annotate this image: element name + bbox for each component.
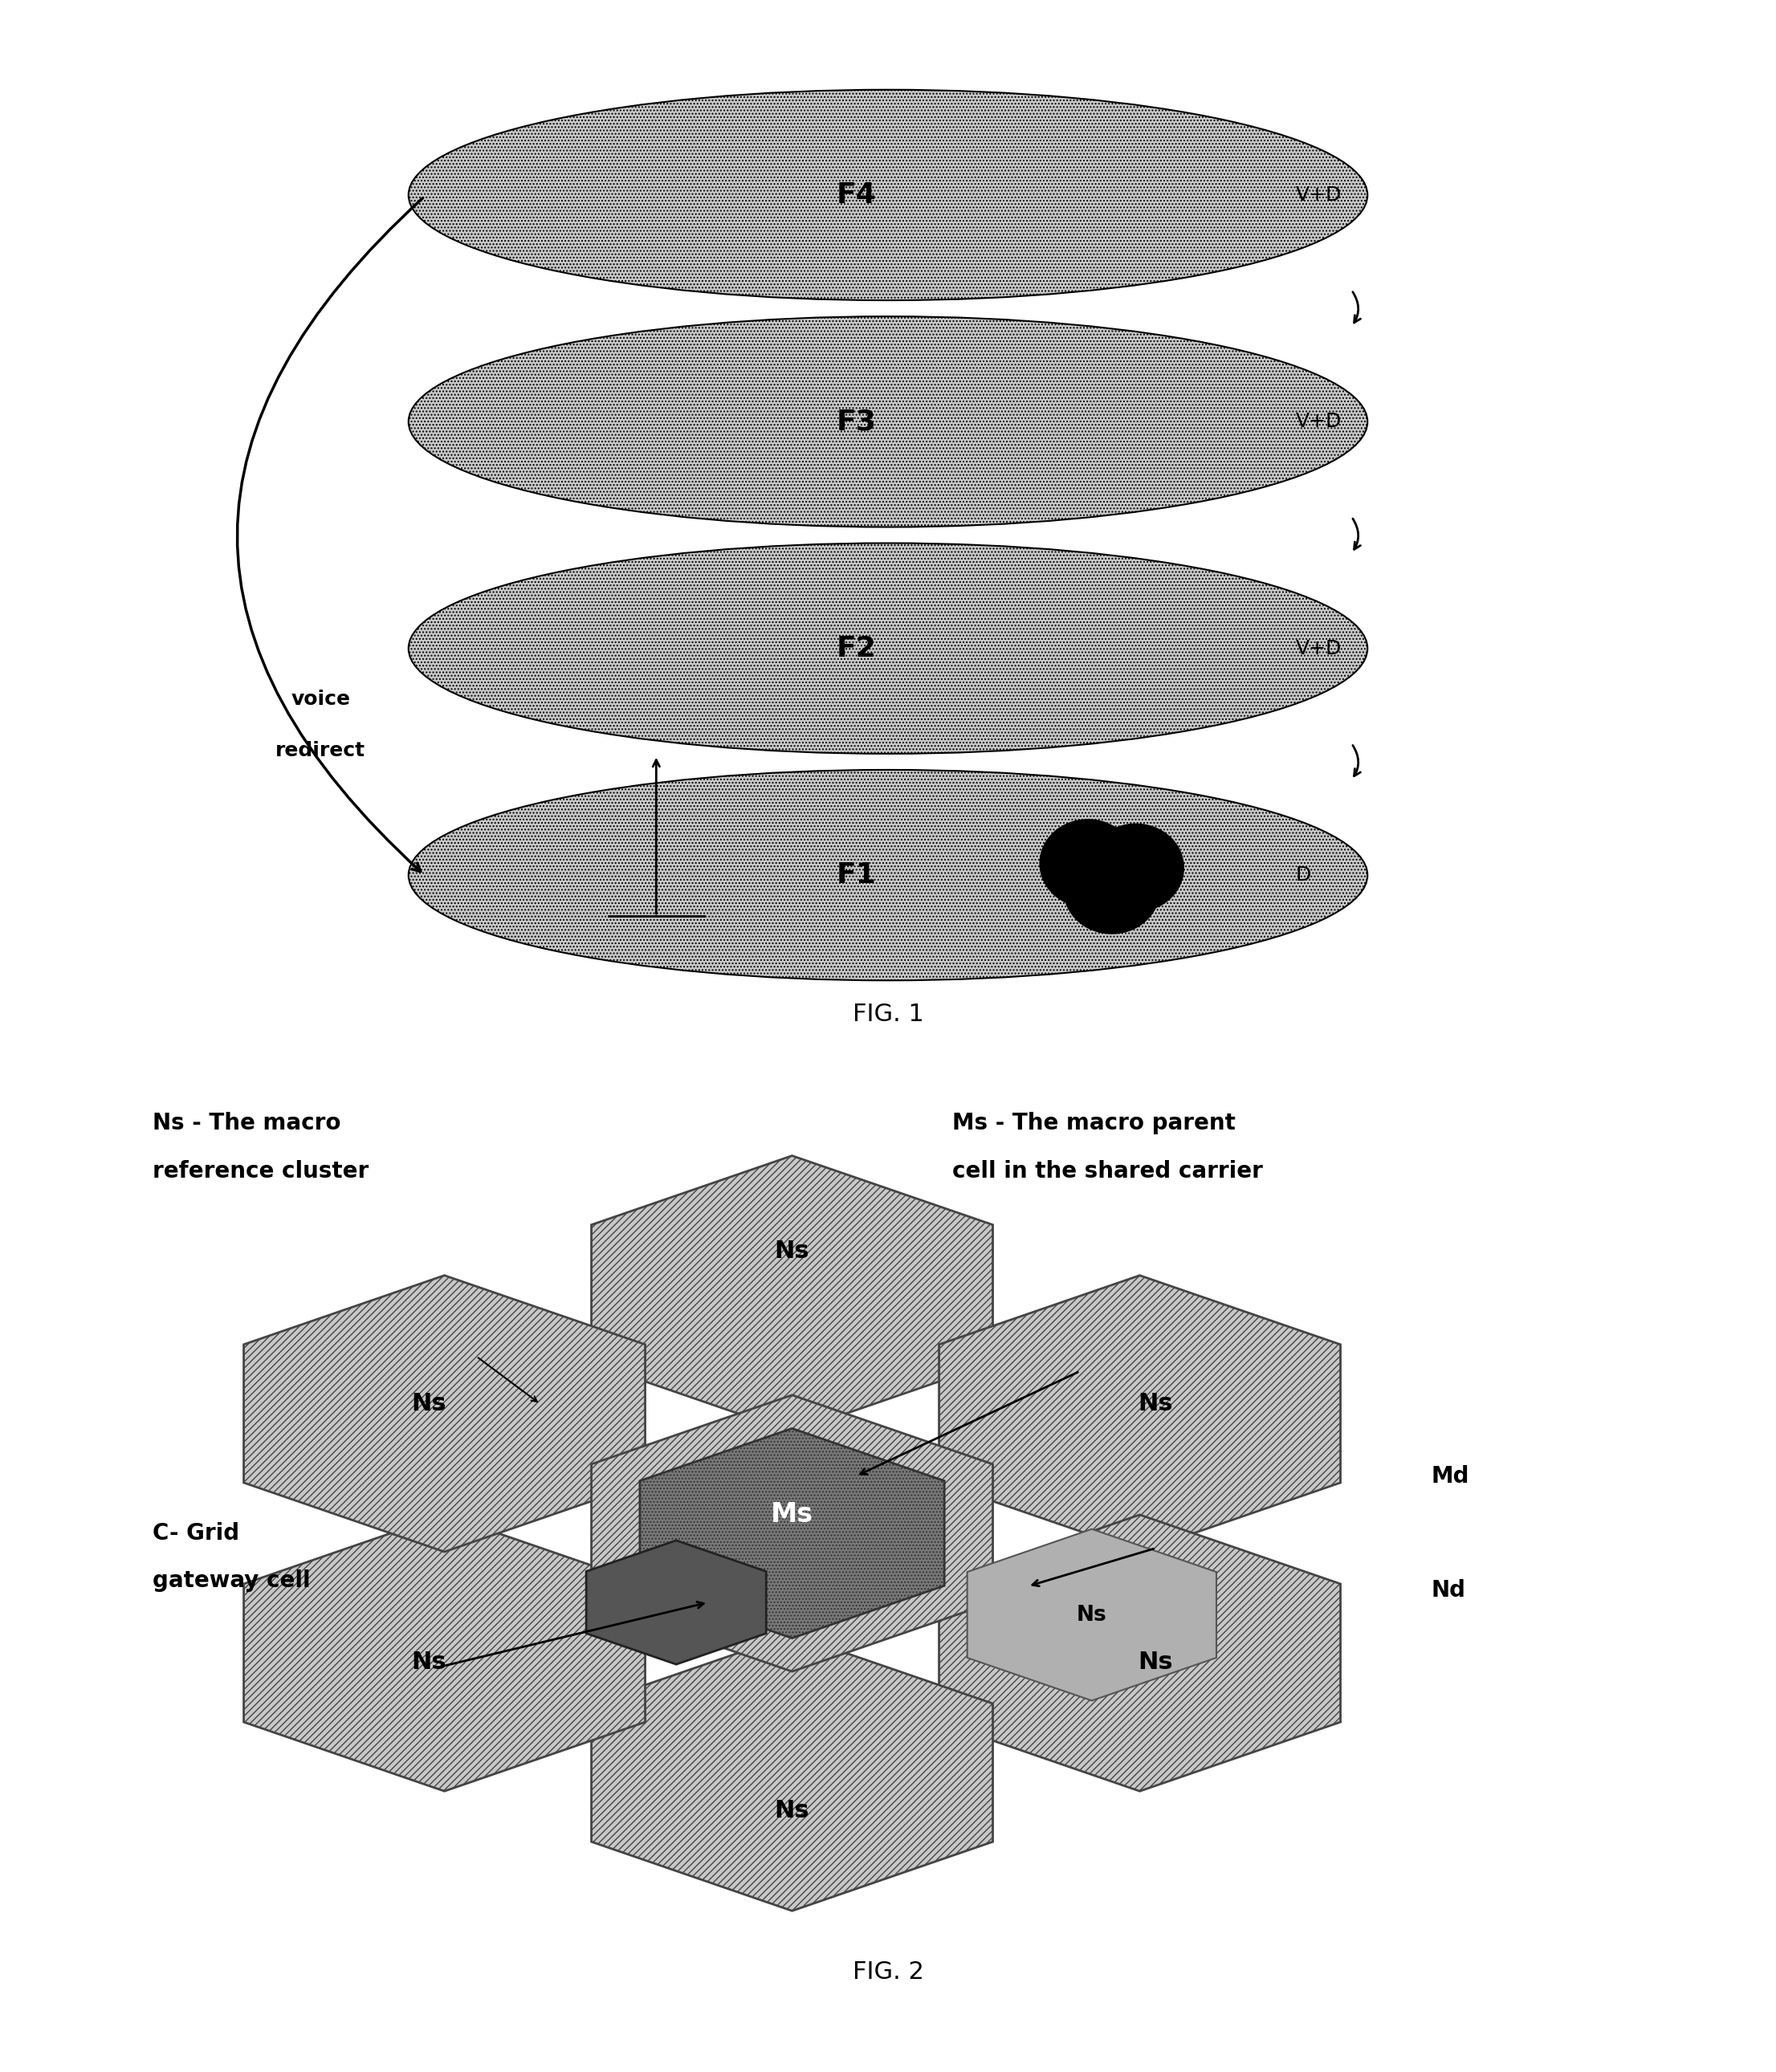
Text: V+D: V+D xyxy=(1295,184,1341,205)
Circle shape xyxy=(1087,825,1183,912)
Text: V+D: V+D xyxy=(1295,412,1341,431)
Text: F1: F1 xyxy=(836,862,876,889)
Ellipse shape xyxy=(408,771,1368,980)
Text: Ns: Ns xyxy=(410,1392,446,1415)
Polygon shape xyxy=(243,1276,645,1552)
Text: Ns: Ns xyxy=(774,1798,810,1823)
Polygon shape xyxy=(591,1156,993,1432)
Text: D: D xyxy=(1295,866,1311,885)
Text: Nd: Nd xyxy=(1431,1579,1465,1602)
Text: Ms: Ms xyxy=(771,1500,813,1527)
Text: reference cluster: reference cluster xyxy=(153,1160,369,1183)
Text: redirect: redirect xyxy=(275,742,366,760)
Polygon shape xyxy=(243,1515,645,1790)
Ellipse shape xyxy=(408,89,1368,300)
Text: Ns: Ns xyxy=(410,1651,446,1674)
Text: F4: F4 xyxy=(836,182,876,209)
Circle shape xyxy=(1041,821,1137,908)
Text: voice: voice xyxy=(291,690,350,709)
Polygon shape xyxy=(940,1276,1341,1552)
Text: Ns: Ns xyxy=(1076,1604,1106,1624)
Polygon shape xyxy=(591,1394,993,1672)
Text: FIG. 2: FIG. 2 xyxy=(852,1960,924,1983)
Ellipse shape xyxy=(408,543,1368,754)
Text: gateway cell: gateway cell xyxy=(153,1571,311,1591)
Text: cell in the shared carrier: cell in the shared carrier xyxy=(952,1160,1263,1183)
Text: FIG. 1: FIG. 1 xyxy=(852,1003,924,1026)
Text: Ns: Ns xyxy=(774,1239,810,1262)
Polygon shape xyxy=(586,1539,765,1664)
Polygon shape xyxy=(591,1635,993,1910)
Text: C- Grid: C- Grid xyxy=(153,1523,240,1544)
Text: Ns: Ns xyxy=(1138,1651,1174,1674)
Ellipse shape xyxy=(408,317,1368,526)
Text: Ms - The macro parent: Ms - The macro parent xyxy=(952,1113,1236,1135)
Text: V+D: V+D xyxy=(1295,638,1341,659)
Circle shape xyxy=(1064,845,1160,934)
Text: F2: F2 xyxy=(836,634,876,663)
Text: F3: F3 xyxy=(836,408,876,435)
Text: Ns - The macro: Ns - The macro xyxy=(153,1113,341,1135)
Polygon shape xyxy=(639,1428,945,1639)
Text: Ns: Ns xyxy=(1138,1392,1174,1415)
Text: Md: Md xyxy=(1431,1465,1469,1488)
Polygon shape xyxy=(968,1529,1217,1701)
Polygon shape xyxy=(940,1515,1341,1790)
